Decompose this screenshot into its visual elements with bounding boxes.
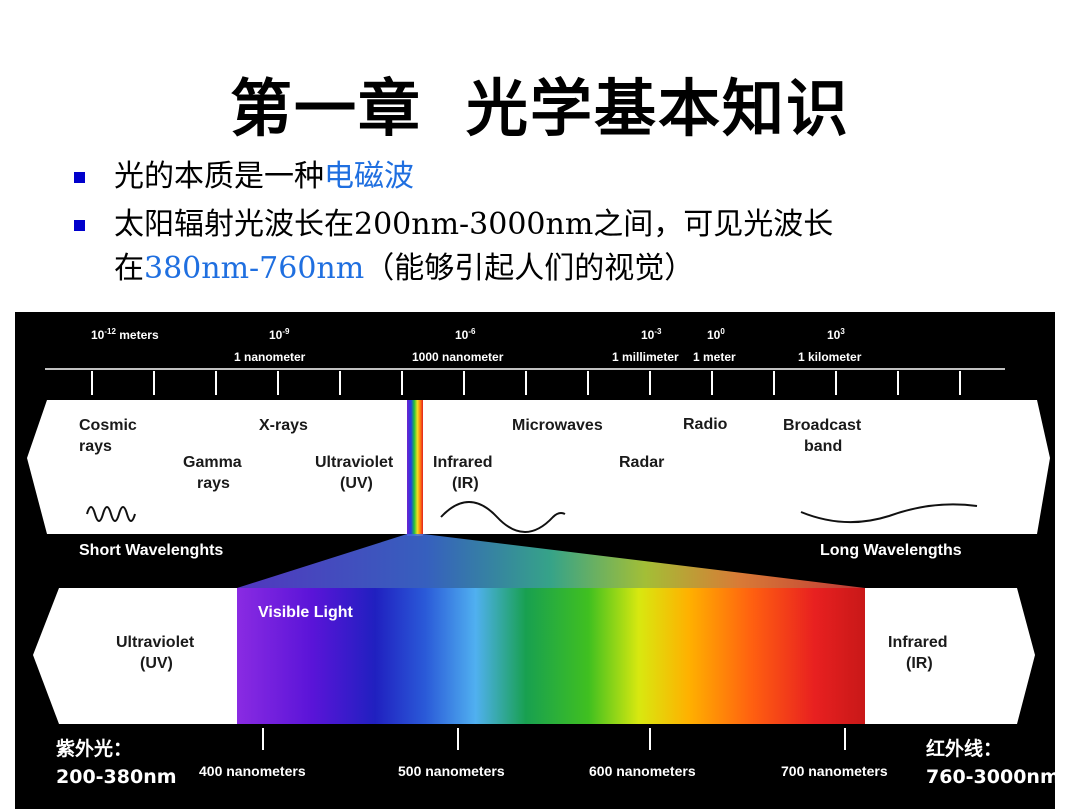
visible-fan bbox=[237, 534, 865, 588]
em-spectrum-figure: 10-12 meters 10-9 10-6 10-3 100 103 1 na… bbox=[15, 312, 1055, 809]
short-wave-icon bbox=[86, 506, 136, 522]
band-label-band: band bbox=[804, 438, 842, 455]
upper-band-labels: Cosmic rays Gamma rays X-rays Ultraviole… bbox=[79, 416, 862, 492]
long-wave-icon bbox=[800, 503, 978, 524]
scale-names: 1 nanometer 1000 nanometer 1 millimeter … bbox=[234, 350, 862, 364]
band-label-uv-abbr: (UV) bbox=[340, 475, 373, 492]
scale-label: 103 bbox=[827, 327, 845, 342]
slide-title: 第一章 光学基本知识 bbox=[0, 58, 1080, 148]
ir-range-annotation: 红外线： 760-3000nm bbox=[926, 735, 1060, 791]
nm-label-600: 600 nanometers bbox=[589, 763, 696, 779]
lower-band-labels: Ultraviolet (UV) Infrared (IR) bbox=[116, 634, 948, 672]
lower-uv-abbr: (UV) bbox=[140, 655, 173, 672]
scale-label: 10-6 bbox=[455, 327, 476, 342]
lower-ir-abbr: (IR) bbox=[906, 655, 933, 672]
bullet-text: 在 bbox=[114, 251, 144, 286]
nm-ticks bbox=[262, 728, 846, 750]
visible-strip bbox=[407, 400, 423, 536]
title-chapter: 第一章 bbox=[229, 72, 422, 145]
nm-label-700: 700 nanometers bbox=[781, 763, 888, 779]
title-topic: 光学基本知识 bbox=[466, 72, 851, 145]
scale-ticks bbox=[91, 371, 961, 395]
bullet-list: 光的本质是一种电磁波 太阳辐射光波长在200nm-3000nm之间，可见光波长 … bbox=[70, 155, 1030, 291]
lower-uv-label: Ultraviolet bbox=[116, 634, 195, 651]
band-label-xrays: X-rays bbox=[259, 417, 308, 434]
scale-label: 10-9 bbox=[269, 327, 290, 342]
band-label-cosmic: Cosmic bbox=[79, 417, 137, 434]
bullet-item: 太阳辐射光波长在200nm-3000nm之间，可见光波长 在380nm-760n… bbox=[70, 203, 1030, 291]
bullet-square-icon bbox=[74, 172, 85, 183]
band-label-radar: Radar bbox=[619, 454, 664, 471]
bullet-highlight: 380nm-760nm bbox=[144, 251, 365, 286]
ir-cn-label: 红外线： bbox=[926, 738, 1003, 760]
nm-label-500: 500 nanometers bbox=[398, 763, 505, 779]
visible-light-label: Visible Light bbox=[258, 604, 354, 621]
scale-label: 10-3 bbox=[641, 327, 662, 342]
scale-name: 1 millimeter bbox=[612, 350, 679, 364]
bullet-line: 太阳辐射光波长在200nm-3000nm之间，可见光波长 bbox=[114, 207, 834, 242]
uv-range-annotation: 紫外光： 200-380nm bbox=[56, 735, 177, 791]
bullet-line: 在380nm-760nm（能够引起人们的视觉） bbox=[114, 247, 1030, 291]
scale-name: 1 meter bbox=[693, 350, 736, 364]
uv-cn-label: 紫外光： bbox=[56, 738, 133, 760]
band-label-uv: Ultraviolet bbox=[315, 454, 394, 471]
band-label-gamma: Gamma bbox=[183, 454, 242, 471]
short-wavelength-label: Short Wavelenghts bbox=[79, 542, 223, 559]
bullet-square-icon bbox=[74, 220, 85, 231]
nm-label-400: 400 nanometers bbox=[199, 763, 306, 779]
band-label-ir-abbr: (IR) bbox=[452, 475, 479, 492]
band-label-microwaves: Microwaves bbox=[512, 417, 603, 434]
scale-label: 10-12 meters bbox=[91, 327, 159, 342]
band-label-radio: Radio bbox=[683, 416, 728, 433]
uv-range-value: 200-380nm bbox=[56, 766, 177, 788]
bullet-item: 光的本质是一种电磁波 bbox=[70, 155, 1030, 199]
long-wavelength-label: Long Wavelengths bbox=[820, 542, 962, 559]
band-label-ir: Infrared bbox=[433, 454, 493, 471]
bullet-highlight: 电磁波 bbox=[324, 159, 414, 194]
band-label-cosmic-rays: rays bbox=[79, 438, 112, 455]
scale-name: 1 kilometer bbox=[798, 350, 862, 364]
lower-ir-label: Infrared bbox=[888, 634, 948, 651]
nm-labels: 400 nanometers 500 nanometers 600 nanome… bbox=[199, 763, 888, 779]
medium-wave-icon bbox=[440, 501, 566, 533]
bullet-text: 光的本质是一种 bbox=[114, 159, 324, 194]
scale-name: 1 nanometer bbox=[234, 350, 306, 364]
visible-spectrum bbox=[237, 588, 865, 724]
band-label-broadcast: Broadcast bbox=[783, 417, 862, 434]
bullet-text: （能够引起人们的视觉） bbox=[364, 251, 695, 286]
scale-exponents: 10-12 meters 10-9 10-6 10-3 100 103 bbox=[91, 327, 845, 342]
ir-range-value: 760-3000nm bbox=[926, 766, 1060, 788]
upper-spectrum-band bbox=[27, 400, 1050, 534]
scale-name: 1000 nanometer bbox=[412, 350, 504, 364]
scale-label: 100 bbox=[707, 327, 725, 342]
band-label-gamma-rays: rays bbox=[197, 475, 230, 492]
